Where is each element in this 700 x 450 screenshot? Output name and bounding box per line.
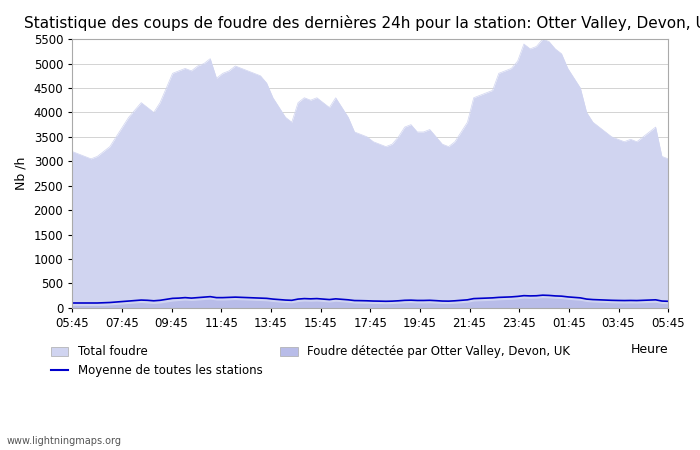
Title: Statistique des coups de foudre des dernières 24h pour la station: Otter Valley,: Statistique des coups de foudre des dern… — [24, 15, 700, 31]
Legend: Total foudre, Moyenne de toutes les stations, Foudre détectée par Otter Valley, : Total foudre, Moyenne de toutes les stat… — [50, 345, 570, 377]
Y-axis label: Nb /h: Nb /h — [15, 157, 28, 190]
Text: www.lightningmaps.org: www.lightningmaps.org — [7, 436, 122, 446]
Text: Heure: Heure — [631, 343, 668, 356]
